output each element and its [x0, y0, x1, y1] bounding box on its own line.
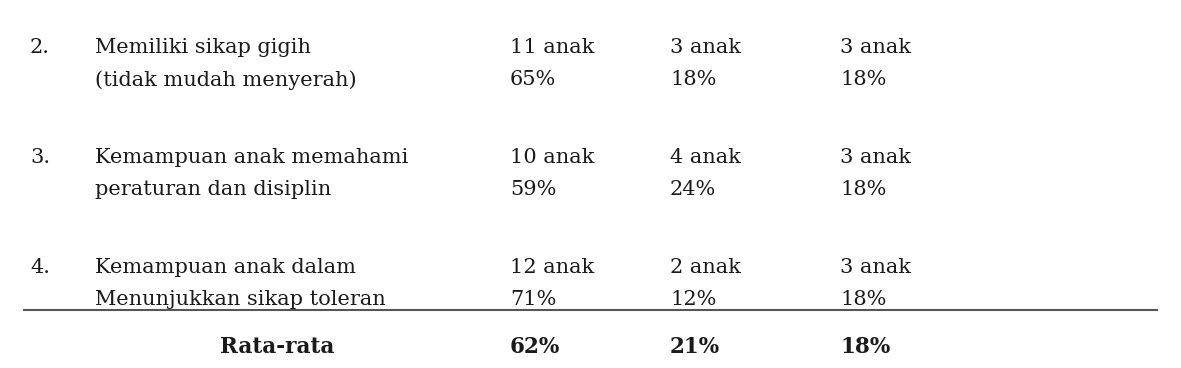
Text: Memiliki sikap gigih: Memiliki sikap gigih — [94, 38, 311, 57]
Text: 3 anak: 3 anak — [840, 38, 911, 57]
Text: Rata-rata: Rata-rata — [220, 336, 334, 358]
Text: peraturan dan disiplin: peraturan dan disiplin — [94, 180, 331, 199]
Text: 2 anak: 2 anak — [670, 258, 740, 277]
Text: 71%: 71% — [510, 290, 556, 309]
Text: (tidak mudah menyerah): (tidak mudah menyerah) — [94, 70, 357, 90]
Text: 3 anak: 3 anak — [840, 258, 911, 277]
Text: Kemampuan anak memahami: Kemampuan anak memahami — [94, 148, 409, 167]
Text: 4.: 4. — [30, 258, 50, 277]
Text: 59%: 59% — [510, 180, 556, 199]
Text: 3.: 3. — [30, 148, 50, 167]
Text: 62%: 62% — [510, 336, 560, 358]
Text: Kemampuan anak dalam: Kemampuan anak dalam — [94, 258, 355, 277]
Text: 12 anak: 12 anak — [510, 258, 594, 277]
Text: 18%: 18% — [670, 70, 717, 89]
Text: 24%: 24% — [670, 180, 716, 199]
Text: 3 anak: 3 anak — [840, 148, 911, 167]
Text: 18%: 18% — [840, 290, 887, 309]
Text: 3 anak: 3 anak — [670, 38, 740, 57]
Text: 11 anak: 11 anak — [510, 38, 594, 57]
Text: Menunjukkan sikap toleran: Menunjukkan sikap toleran — [94, 290, 386, 309]
Text: 4 anak: 4 anak — [670, 148, 740, 167]
Text: 18%: 18% — [840, 336, 890, 358]
Text: 21%: 21% — [670, 336, 720, 358]
Text: 65%: 65% — [510, 70, 556, 89]
Text: 10 anak: 10 anak — [510, 148, 594, 167]
Text: 2.: 2. — [30, 38, 50, 57]
Text: 18%: 18% — [840, 180, 887, 199]
Text: 12%: 12% — [670, 290, 717, 309]
Text: 18%: 18% — [840, 70, 887, 89]
